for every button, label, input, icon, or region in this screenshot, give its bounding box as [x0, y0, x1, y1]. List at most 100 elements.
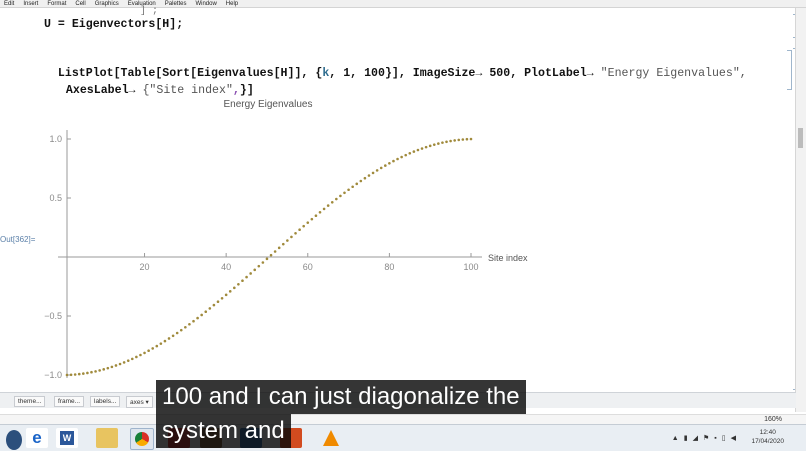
x-tick-label: 100	[463, 262, 478, 272]
data-point	[432, 143, 436, 146]
menu-item-help[interactable]: Help	[225, 1, 239, 7]
data-point	[253, 268, 257, 272]
data-point	[82, 372, 85, 375]
data-point	[355, 182, 359, 186]
code-symbol-k: k	[322, 67, 330, 80]
menu-item-palettes[interactable]: Palettes	[164, 1, 187, 7]
flag-icon[interactable]: ⚑	[702, 435, 710, 442]
menu-item-window[interactable]: Window	[195, 1, 217, 7]
data-point	[261, 261, 265, 264]
data-point	[220, 297, 224, 300]
vlc-icon[interactable]	[320, 428, 342, 448]
x-tick-label: 40	[221, 262, 231, 272]
data-point	[351, 185, 354, 189]
data-point	[167, 337, 171, 340]
data-point	[216, 300, 220, 304]
data-point	[224, 293, 228, 297]
data-point	[110, 365, 114, 369]
data-point	[98, 369, 101, 372]
suggestion-button[interactable]: frame...	[54, 396, 85, 407]
code-string: {"Site index"	[135, 84, 233, 97]
scrollbar-thumb[interactable]	[798, 128, 803, 148]
data-point	[388, 161, 391, 165]
menu-item-edit[interactable]: Edit	[4, 1, 15, 7]
tray-expand-icon[interactable]: ▲	[671, 434, 679, 442]
file-explorer-icon[interactable]	[96, 428, 118, 448]
data-point	[400, 155, 403, 159]
data-point	[159, 342, 163, 345]
data-point	[90, 370, 93, 374]
data-point	[241, 279, 244, 283]
data-point	[343, 191, 346, 195]
menu-item-cell[interactable]: Cell	[75, 1, 86, 7]
menu-item-insert[interactable]: Insert	[23, 1, 39, 7]
code-segment: , 1, 100}], ImageSize	[329, 67, 476, 80]
vertical-scrollbar[interactable]	[795, 8, 806, 412]
x-tick-label: 20	[140, 262, 150, 272]
code-line-axeslabel[interactable]: AxesLabel→ {"Site index",}]	[52, 71, 254, 97]
suggestion-button[interactable]: axes ▾	[126, 396, 153, 408]
suggestion-button[interactable]: labels...	[90, 396, 121, 407]
suggestion-button[interactable]: theme...	[14, 396, 46, 407]
data-point	[277, 246, 281, 250]
data-point	[314, 214, 318, 217]
word-icon[interactable]: W	[56, 428, 78, 448]
data-point	[281, 242, 285, 246]
rule-arrow: →	[475, 67, 483, 80]
data-point	[228, 290, 232, 293]
data-point	[106, 366, 110, 370]
battery-icon[interactable]: ▯	[721, 435, 726, 442]
caption-line-2: system and	[156, 414, 291, 448]
code-line-eigenvectors[interactable]: U = Eigenvectors[H];	[44, 18, 184, 31]
video-caption: 100 and I can just diagonalize the syste…	[156, 380, 526, 448]
data-point	[188, 322, 191, 326]
data-point	[437, 142, 440, 145]
data-point	[449, 139, 452, 143]
taskbar-clock[interactable]: 12:40 17/04/2020	[751, 428, 784, 446]
chrome-icon[interactable]	[130, 428, 154, 450]
data-point	[200, 313, 203, 317]
y-tick-label: 1.0	[49, 134, 62, 144]
data-point	[249, 272, 252, 275]
data-point	[363, 176, 367, 180]
tray-app-icon[interactable]: ▪	[714, 434, 717, 442]
menu-item-evaluation[interactable]: Evaluation	[127, 1, 156, 7]
plot-title: Energy Eigenvalues	[224, 99, 313, 110]
cell-bracket[interactable]	[787, 50, 792, 90]
y-tick-label: −0.5	[44, 311, 62, 321]
internet-explorer-icon[interactable]: e	[26, 428, 48, 448]
data-point	[420, 147, 424, 150]
data-point	[114, 364, 118, 367]
code-segment: 500, PlotLabel	[482, 67, 587, 80]
data-point	[102, 368, 106, 371]
zoom-level[interactable]: 160%	[764, 416, 782, 423]
code-line-listplot[interactable]: ListPlot[Table[Sort[Eigenvalues[H]], {k,…	[44, 54, 747, 80]
data-point	[208, 307, 212, 310]
data-point	[396, 157, 399, 161]
start-button-icon[interactable]	[6, 430, 22, 450]
data-point	[416, 148, 420, 152]
data-point	[122, 361, 126, 364]
data-point	[330, 200, 334, 204]
data-point	[245, 275, 248, 279]
x-axis-label: Site index	[488, 253, 528, 263]
menu-bar: Edit Insert Format Cell Graphics Evaluation Pa…	[0, 0, 806, 8]
menu-item-format[interactable]: Format	[47, 1, 67, 7]
code-comma: ,	[232, 84, 240, 97]
data-point	[461, 138, 465, 141]
data-point	[273, 250, 277, 253]
data-point	[306, 221, 310, 224]
network-icon[interactable]: ▮	[683, 435, 688, 442]
data-point	[192, 319, 195, 323]
volume-icon[interactable]: ◀	[730, 435, 736, 442]
data-point	[257, 264, 261, 268]
data-point	[204, 310, 208, 314]
data-point	[469, 137, 473, 141]
data-point	[196, 316, 199, 320]
data-point	[118, 362, 122, 366]
clock-date: 17/04/2020	[751, 438, 784, 445]
menu-item-graphics[interactable]: Graphics	[94, 1, 119, 7]
signal-icon[interactable]: ◢	[692, 435, 698, 442]
caption-line-1: 100 and I can just diagonalize the	[156, 380, 526, 414]
